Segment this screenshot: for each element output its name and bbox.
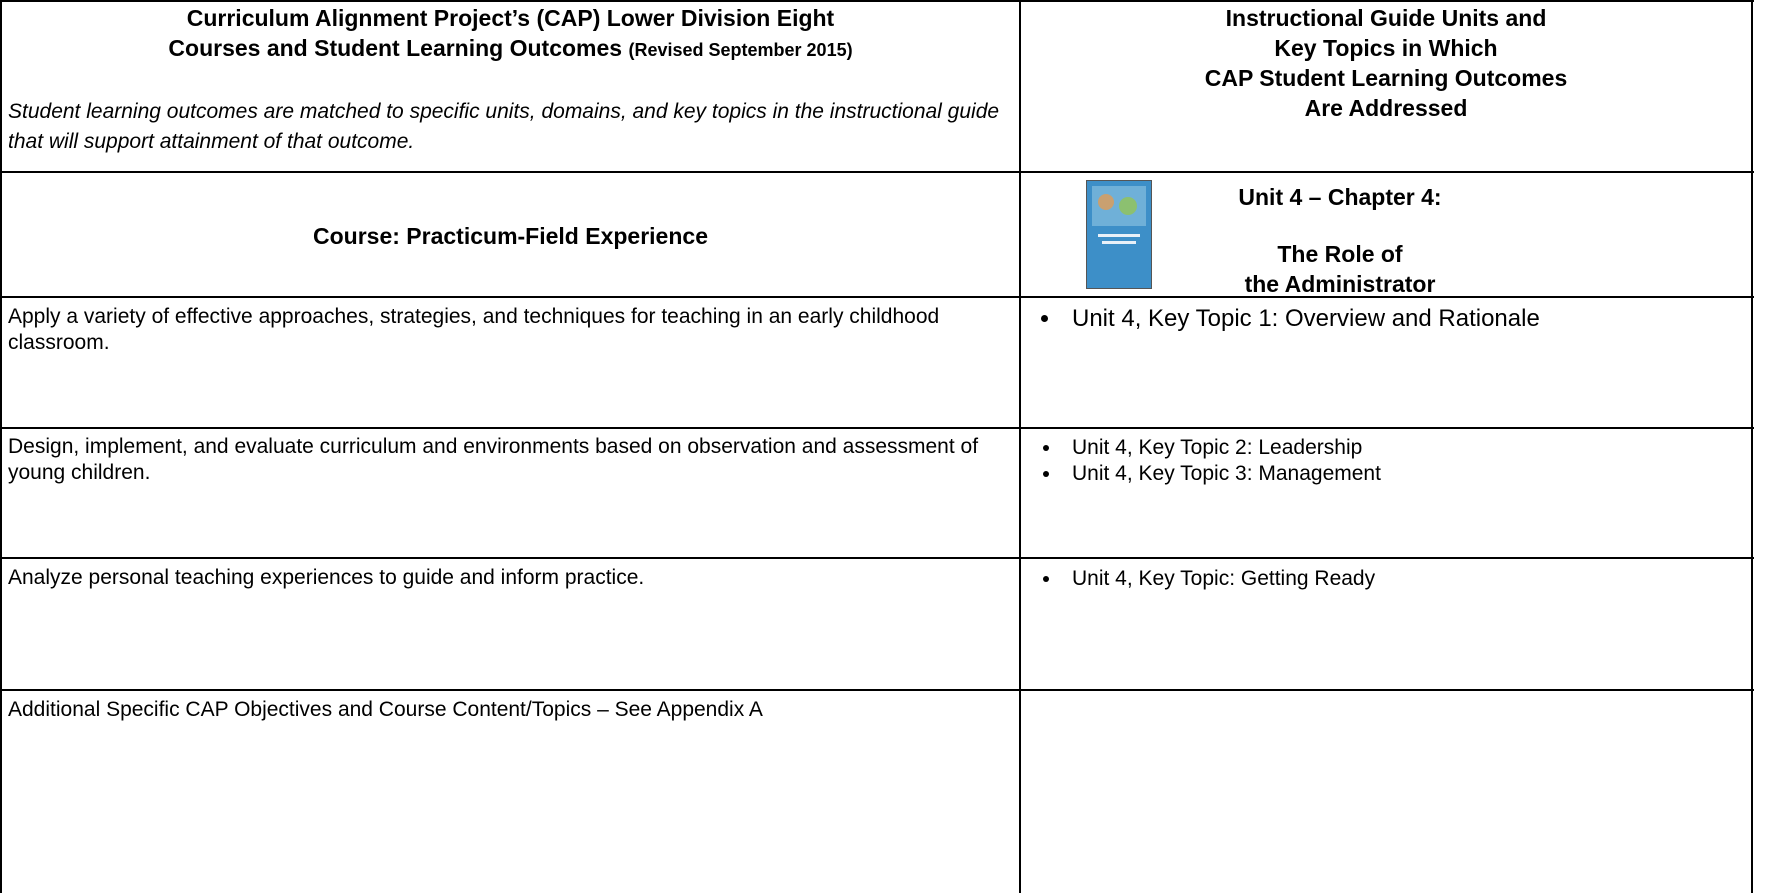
left-header-title: Curriculum Alignment Project’s (CAP) Low… [2, 3, 1019, 65]
outcome: Additional Specific CAP Objectives and C… [8, 698, 763, 721]
outcome: Design, implement, and evaluate curricul… [8, 435, 979, 484]
border [0, 296, 1754, 298]
title-line: Are Addressed [1304, 95, 1468, 121]
border [0, 171, 1754, 173]
border [0, 0, 2, 893]
title-line: Instructional Guide Units and [1225, 5, 1547, 31]
title-text: Courses and Student Learning Outcomes [168, 35, 623, 61]
topic-list: Unit 4, Key Topic 2: LeadershipUnit 4, K… [1034, 435, 1765, 487]
right-header-title: Instructional Guide Units and Key Topics… [1021, 3, 1751, 123]
border [1751, 0, 1753, 893]
border [1019, 0, 1021, 893]
topic: Unit 4, Key Topic 1: Overview and Ration… [1062, 304, 1765, 334]
outcome: Analyze personal teaching experiences to… [8, 566, 645, 589]
border [0, 557, 1754, 559]
course-label: Course: Practicum-Field Experience [313, 223, 708, 249]
border [0, 427, 1754, 429]
title-line: Key Topics in Which [1274, 35, 1498, 61]
topic: Unit 4, Key Topic: Getting Ready [1062, 566, 1765, 592]
topic: Unit 4, Key Topic 2: Leadership [1062, 435, 1765, 461]
unit-title: Unit 4 – Chapter 4: [1238, 184, 1442, 210]
subtitle-line: the Administrator [1244, 271, 1436, 297]
outcome: Apply a variety of effective approaches,… [8, 305, 940, 354]
title-line: CAP Student Learning Outcomes [1204, 65, 1568, 91]
topic-list: Unit 4, Key Topic 1: Overview and Ration… [1034, 304, 1765, 334]
border [0, 689, 1754, 691]
unit-subtitle: The Role of the Administrator [1160, 239, 1520, 299]
title-line: Curriculum Alignment Project’s (CAP) Low… [186, 5, 835, 31]
topic: Unit 4, Key Topic 3: Management [1062, 461, 1765, 487]
subtitle-line: The Role of [1277, 241, 1403, 267]
revised: (Revised September 2015) [628, 40, 853, 60]
book-cover [1086, 180, 1152, 289]
title-line: Courses and Student Learning Outcomes (R… [2, 33, 1019, 65]
border [0, 0, 1754, 2]
topic-list: Unit 4, Key Topic: Getting Ready [1034, 566, 1765, 592]
subtitle: Student learning outcomes are matched to… [8, 100, 1000, 153]
